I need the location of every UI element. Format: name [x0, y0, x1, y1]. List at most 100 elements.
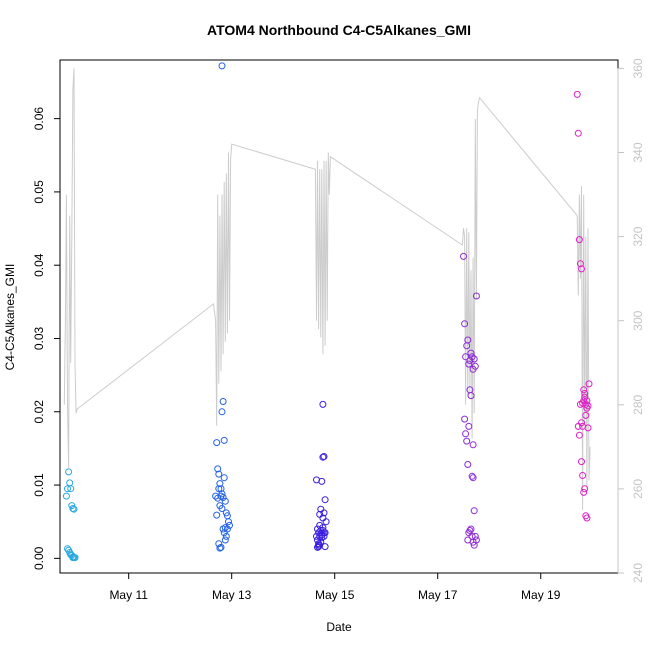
- data-point: [576, 400, 584, 408]
- data-point: [465, 422, 473, 430]
- data-point: [467, 392, 475, 400]
- data-point: [216, 480, 224, 488]
- x-tick-label: May 17: [418, 588, 458, 602]
- data-point: [461, 320, 469, 328]
- data-point: [215, 540, 223, 548]
- data-point: [581, 485, 589, 493]
- y2-tick-label: 320: [631, 226, 645, 246]
- plot-frame: [59, 59, 619, 574]
- data-point: [217, 485, 225, 493]
- line-series: [63, 68, 591, 510]
- data-point: [215, 485, 223, 493]
- x-tick-label: May 15: [315, 588, 355, 602]
- data-point: [322, 518, 330, 526]
- data-point: [464, 461, 472, 468]
- data-point: [578, 458, 585, 466]
- data-point: [216, 544, 224, 552]
- data-point: [213, 511, 221, 519]
- data-point: [65, 468, 73, 476]
- data-point: [469, 474, 477, 482]
- data-point: [578, 265, 585, 273]
- y2-tick-label: 260: [631, 479, 645, 499]
- data-point: [573, 90, 581, 98]
- y-axis-label: C4-C5Alkanes_GMI: [3, 264, 17, 371]
- data-point: [580, 488, 588, 496]
- data-point: [218, 62, 226, 70]
- data-point: [463, 342, 471, 350]
- y-tick-label: 0.00: [32, 546, 46, 570]
- data-point: [71, 554, 79, 562]
- data-point: [580, 386, 588, 394]
- data-point: [463, 437, 471, 445]
- data-point: [67, 485, 75, 493]
- data-point: [582, 411, 590, 419]
- data-point: [578, 419, 585, 427]
- y-tick-label: 0.06: [32, 107, 46, 131]
- right-y-axis: 240 260 280 300 320 340 360: [617, 58, 645, 583]
- data-point: [467, 349, 475, 357]
- data-point: [320, 509, 328, 517]
- data-point: [319, 400, 327, 408]
- data-point: [217, 492, 225, 500]
- y-tick-label: 0.02: [32, 400, 46, 424]
- data-point: [213, 439, 221, 447]
- x-tick-label: May 19: [521, 588, 561, 602]
- data-point: [321, 496, 329, 504]
- data-point: [318, 477, 326, 485]
- data-point: [583, 397, 591, 405]
- data-point: [223, 525, 231, 533]
- data-point: [579, 472, 587, 479]
- data-point: [320, 453, 328, 460]
- chart-title: ATOM4 Northbound C4-C5Alkanes_GMI: [207, 22, 471, 38]
- data-point: [584, 424, 592, 432]
- data-point: [468, 353, 476, 361]
- x-axis-label: Date: [326, 620, 352, 634]
- data-point: [464, 336, 472, 344]
- data-point: [226, 521, 233, 529]
- y2-tick-label: 240: [631, 563, 645, 583]
- data-point: [217, 543, 225, 551]
- y-tick-label: 0.03: [32, 326, 46, 350]
- data-point: [574, 129, 582, 137]
- data-point: [220, 474, 228, 482]
- data-point: [574, 422, 582, 430]
- points-group: [62, 62, 593, 562]
- data-point: [315, 541, 323, 549]
- y-axis: 0.00 0.01 0.02 0.03 0.04 0.05 0.06: [32, 107, 61, 570]
- data-point: [575, 236, 583, 244]
- y-tick-label: 0.01: [32, 473, 46, 497]
- data-point: [64, 485, 71, 493]
- y2-tick-label: 360: [631, 58, 645, 78]
- data-point: [471, 532, 479, 540]
- data-point: [316, 532, 324, 540]
- data-point: [470, 507, 478, 515]
- data-point: [219, 398, 227, 405]
- data-point: [576, 260, 584, 268]
- data-point: [212, 492, 220, 500]
- data-point: [321, 543, 329, 551]
- data-point: [220, 436, 228, 444]
- data-point: [585, 380, 593, 388]
- data-point: [462, 430, 470, 438]
- data-point: [466, 527, 474, 534]
- data-point: [221, 497, 229, 505]
- data-point: [460, 252, 467, 260]
- data-point: [218, 505, 226, 512]
- data-point: [319, 453, 327, 461]
- data-point: [472, 536, 480, 544]
- data-point: [466, 357, 474, 364]
- data-point: [215, 470, 223, 478]
- y2-tick-label: 280: [631, 394, 645, 414]
- data-point: [318, 531, 326, 539]
- data-point: [225, 518, 232, 526]
- y-tick-label: 0.05: [32, 180, 46, 204]
- x-tick-label: May 11: [109, 588, 148, 602]
- y2-tick-label: 340: [631, 142, 645, 162]
- data-point: [467, 525, 475, 533]
- data-point: [581, 390, 589, 397]
- data-point: [69, 505, 77, 512]
- data-point: [222, 532, 230, 540]
- data-point: [468, 472, 476, 480]
